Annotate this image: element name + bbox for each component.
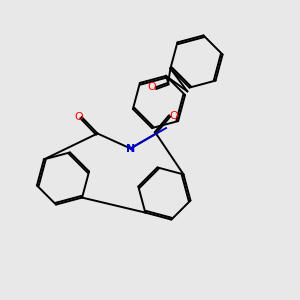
Text: O: O xyxy=(148,82,156,92)
Text: O: O xyxy=(74,112,83,122)
Text: N: N xyxy=(126,143,135,154)
Text: O: O xyxy=(169,111,178,122)
